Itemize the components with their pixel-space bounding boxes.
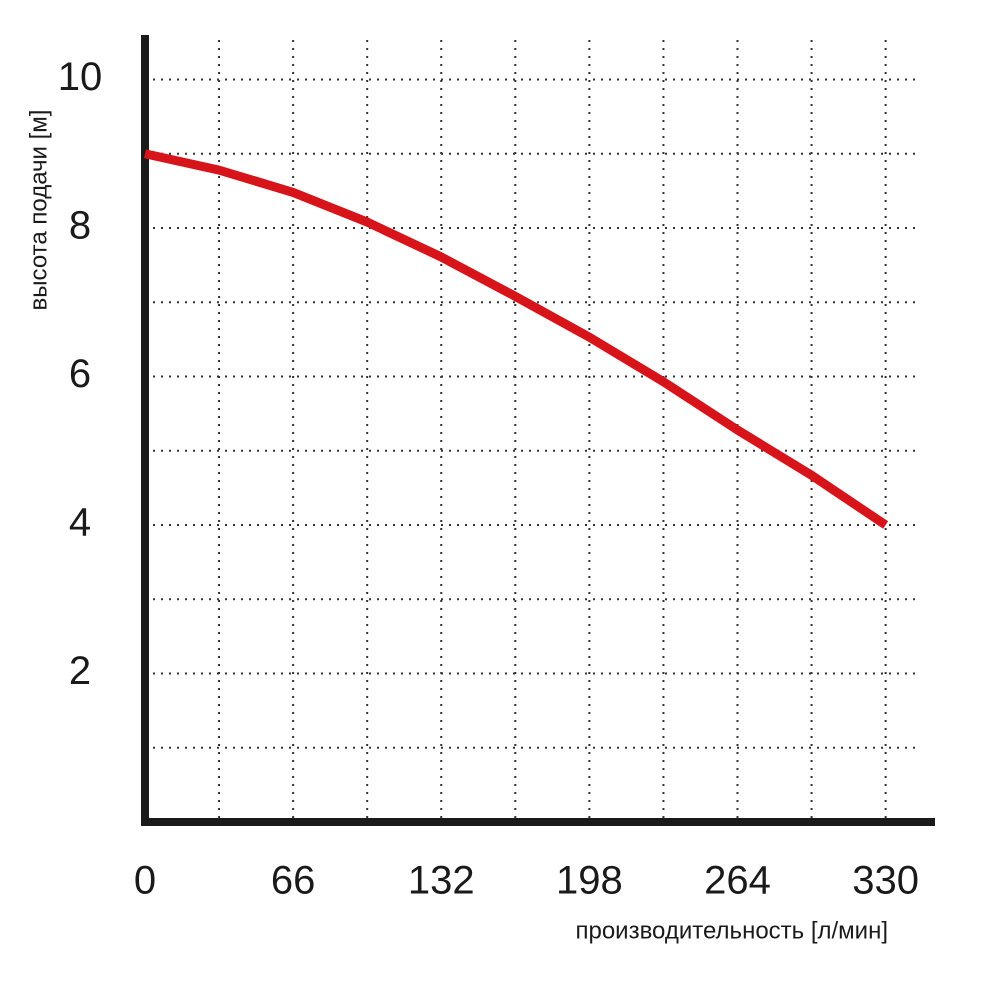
x-tick-label: 132 (408, 859, 475, 903)
y-tick-label: 6 (69, 352, 91, 396)
y-tick-label: 4 (69, 501, 91, 545)
y-tick-label: 2 (69, 649, 91, 693)
y-axis-title: высота подачи [м] (25, 110, 52, 311)
x-axis-title: производительность [л/мин] (575, 917, 888, 944)
x-tick-label: 264 (704, 859, 771, 903)
x-tick-label: 0 (134, 859, 156, 903)
y-tick-label: 8 (69, 204, 91, 248)
x-tick-label: 198 (556, 859, 623, 903)
x-tick-label: 66 (271, 859, 316, 903)
data-line (144, 149, 889, 529)
x-tick-label: 330 (852, 859, 919, 903)
y-tick-label: 10 (58, 55, 103, 99)
